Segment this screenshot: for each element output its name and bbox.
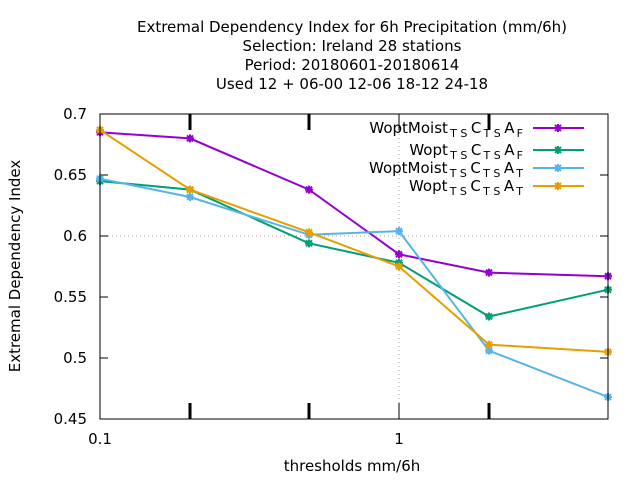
- series-0-point-2: [304, 185, 313, 194]
- tick-labels: 0.45 0.5 0.55 0.6 0.65 0.7 0.1 1: [54, 105, 404, 448]
- axis-ticks: [99, 113, 608, 420]
- series-3-point-1: [186, 185, 195, 194]
- series-line-1: [99, 180, 609, 318]
- legend-label-3: Wopt T S C T S A T: [409, 177, 523, 198]
- legend-label-0-part-4: A: [504, 119, 515, 137]
- legend-label-2-part-1: T S: [448, 167, 471, 180]
- series-line-2: [99, 177, 609, 398]
- legend-label-1-part-4: A: [504, 141, 515, 159]
- legend-label-0-part-3: T S: [481, 127, 504, 140]
- y-tick-label-5: 0.7: [63, 105, 87, 123]
- legend-label-0-part-5: F: [514, 127, 523, 140]
- y-tick-label-1: 0.5: [63, 349, 87, 367]
- series-3: [96, 125, 612, 356]
- legend-label-1: Wopt T S C T S A F: [409, 141, 523, 162]
- legend-label-0-part-1: T S: [448, 127, 471, 140]
- y-axis-label: Extremal Dependency Index: [6, 160, 24, 373]
- legend-label-2-part-5: T: [514, 167, 523, 180]
- legend-marker-3: [554, 182, 562, 190]
- title-line-2: Selection: Ireland 28 stations: [243, 37, 462, 55]
- series-2-point-1: [186, 192, 195, 201]
- title-line-1: Extremal Dependency Index for 6h Precipi…: [137, 18, 567, 36]
- y-tick-label-4: 0.65: [54, 166, 87, 184]
- series-1-point-4: [485, 312, 494, 321]
- legend-label-1-part-5: F: [514, 149, 523, 162]
- legend-label-3-part-0: Wopt: [409, 177, 448, 195]
- y-tick-label-3: 0.6: [63, 227, 87, 245]
- legend-marker-0: [554, 124, 562, 132]
- plot-frame: [99, 113, 609, 420]
- x-tick-label-1: 1: [394, 430, 404, 448]
- title-line-3: Period: 20180601-20180614: [245, 56, 460, 74]
- legend-label-3-part-4: A: [504, 177, 515, 195]
- legend-label-1-part-0: Wopt: [409, 141, 448, 159]
- legend-label-0-part-0: WoptMoist: [369, 119, 448, 137]
- legend-label-1-part-2: C: [471, 141, 481, 159]
- series-line-0: [99, 131, 609, 278]
- series-line-3: [99, 129, 609, 353]
- legend-label-2: WoptMoist T S C T S A T: [369, 159, 523, 180]
- legend-marker-2: [554, 164, 562, 172]
- legend-label-0: WoptMoist T S C T S A F: [369, 119, 523, 140]
- series-1-point-2: [304, 239, 313, 248]
- series-layer: [96, 125, 612, 402]
- x-tick-label-0: 0.1: [88, 430, 112, 448]
- series-2: [96, 174, 612, 402]
- legend-label-2-part-4: A: [504, 159, 515, 177]
- series-0-point-1: [186, 134, 195, 143]
- y-tick-label-0: 0.45: [54, 410, 87, 428]
- legend-label-2-part-2: C: [470, 159, 480, 177]
- legend-label-3-part-1: T S: [448, 185, 471, 198]
- legend-marker-1: [554, 146, 562, 154]
- series-0-point-4: [485, 268, 494, 277]
- series-0: [96, 128, 612, 281]
- title-line-4: Used 12 + 06-00 12-06 18-12 24-18: [216, 75, 488, 93]
- grid-lines: [100, 114, 608, 419]
- legend-label-1-part-1: T S: [448, 149, 471, 162]
- legend-label-2-part-3: T S: [481, 167, 504, 180]
- series-3-point-3: [395, 262, 404, 271]
- series-2-point-4: [485, 346, 494, 355]
- series-3-point-4: [485, 340, 494, 349]
- series-2-point-3: [395, 227, 404, 236]
- legend-label-3-part-5: T: [514, 185, 523, 198]
- series-3-point-2: [304, 228, 313, 237]
- legend-label-2-part-0: WoptMoist: [369, 159, 448, 177]
- series-0-point-3: [395, 250, 404, 259]
- legend: WoptMoist T S C T S A F Wopt T S C T S A…: [369, 119, 584, 198]
- legend-label-1-part-3: T S: [481, 149, 504, 162]
- y-tick-label-2: 0.55: [54, 288, 87, 306]
- legend-label-3-part-3: T S: [481, 185, 504, 198]
- x-axis-label: thresholds mm/6h: [284, 457, 421, 475]
- legend-label-0-part-2: C: [471, 119, 481, 137]
- chart-title: Extremal Dependency Index for 6h Precipi…: [137, 18, 567, 93]
- legend-label-3-part-2: C: [470, 177, 480, 195]
